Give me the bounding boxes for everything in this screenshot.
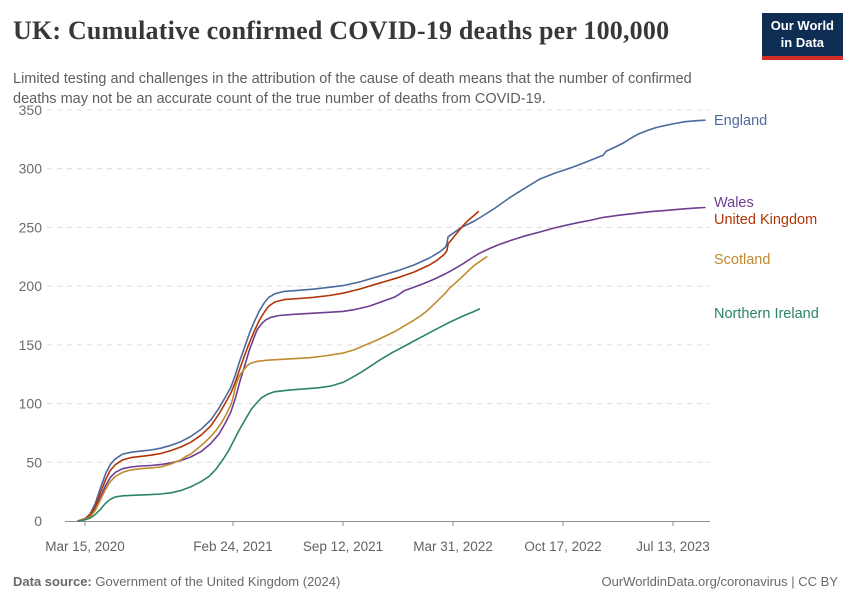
series-line-northern-ireland[interactable] [78, 308, 481, 522]
data-source: Data source: Government of the United Ki… [13, 574, 340, 589]
y-tick-label-200: 200 [19, 278, 43, 294]
y-tick-label-300: 300 [19, 161, 43, 177]
x-tick-label-2023-07-13: Jul 13, 2023 [636, 539, 710, 554]
x-tick-label-2022-10-17: Oct 17, 2022 [524, 539, 601, 554]
series-line-wales[interactable] [76, 206, 706, 522]
series-label-wales[interactable]: Wales [714, 195, 754, 211]
page-title: UK: Cumulative confirmed COVID-19 deaths… [13, 16, 670, 45]
series-line-united-kingdom[interactable] [76, 210, 480, 522]
chart-footer: Data source: Government of the United Ki… [13, 574, 838, 589]
y-tick-label-250: 250 [19, 219, 43, 235]
series-label-scotland[interactable]: Scotland [714, 252, 770, 268]
series-label-england[interactable]: England [714, 113, 767, 129]
x-tick-label-2022-03-31: Mar 31, 2022 [413, 539, 493, 554]
y-tick-label-150: 150 [19, 337, 43, 353]
owid-logo[interactable]: Our World in Data [761, 13, 843, 60]
y-tick-label-100: 100 [19, 396, 43, 412]
x-tick-label-2021-09-12: Sep 12, 2021 [303, 539, 383, 554]
data-source-text: Government of the United Kingdom (2024) [91, 574, 341, 589]
y-tick-label-350: 350 [19, 102, 43, 118]
series-line-scotland[interactable] [76, 256, 488, 522]
y-tick-label-50: 50 [26, 454, 42, 470]
owid-logo-line2: in Data [780, 34, 825, 50]
credit-link[interactable]: OurWorldinData.org/coronavirus | CC BY [601, 574, 838, 589]
series-line-england[interactable] [76, 119, 706, 522]
owid-logo-line1: Our World [770, 18, 834, 33]
x-tick-label-2021-02-24: Feb 24, 2021 [193, 539, 273, 554]
y-tick-label-0: 0 [34, 513, 42, 529]
x-tick-label-2020-03-15: Mar 15, 2020 [45, 539, 125, 554]
series-label-united-kingdom[interactable]: United Kingdom [714, 212, 817, 228]
chart-subtitle: Limited testing and challenges in the at… [13, 70, 692, 108]
data-source-label: Data source: [13, 574, 92, 589]
series-label-northern-ireland[interactable]: Northern Ireland [714, 306, 819, 322]
